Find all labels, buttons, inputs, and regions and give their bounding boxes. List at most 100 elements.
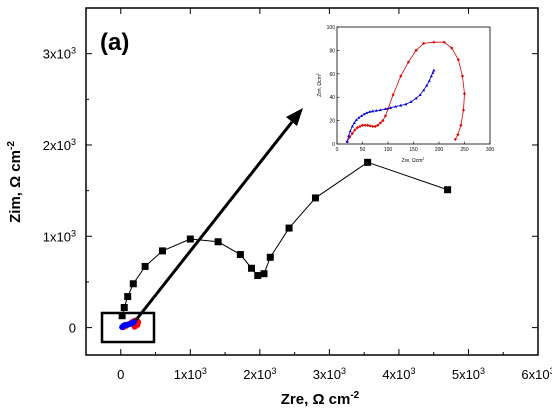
inset-data-point-diamond [355, 126, 359, 130]
inset-data-point-triangle [425, 83, 429, 87]
inset-data-point-triangle [389, 106, 393, 109]
inset-data-point-diamond [456, 58, 460, 62]
inset-series-line [346, 70, 435, 142]
main-small-data-point [130, 318, 137, 325]
x-tick-label: 2x103 [243, 366, 276, 382]
inset-data-point-diamond [383, 114, 388, 118]
y-tick-label: 3x103 [43, 46, 76, 62]
main-data-point [118, 312, 126, 320]
inset-data-point-triangle [352, 121, 356, 125]
inset-data-point-triangle [409, 100, 413, 103]
inset-y-axis-title: Zim, Ωcm2 [316, 73, 323, 97]
inset-data-point-triangle [404, 102, 408, 106]
inset-data-point-triangle [383, 107, 387, 110]
inset-x-tick-label: 100 [384, 147, 393, 153]
y-tick-label: 2x103 [43, 137, 76, 153]
inset-axis-ticks [336, 26, 491, 145]
inset-data-point-diamond [456, 133, 460, 137]
inset-data-point-triangle [368, 110, 372, 113]
inset-tick-labels: 0 50 100 150 200 250 300 0 20 40 60 80 100 [327, 25, 495, 153]
x-tick-label: 5x103 [452, 366, 485, 382]
main-data-point [266, 253, 274, 261]
inset-data-point-diamond [399, 74, 403, 78]
inset-y-tick-label: 100 [327, 25, 336, 31]
inset-data-point-diamond [453, 137, 457, 141]
main-data-point [285, 224, 293, 232]
inset-data-point-diamond [360, 123, 365, 127]
inset-data-point-diamond [353, 128, 357, 132]
inset-data-point-triangle [347, 134, 351, 137]
inset-data-point-triangle [348, 129, 352, 133]
inset-x-axis-title: Zre, Ωcm2 [402, 157, 425, 164]
main-data-point [236, 251, 244, 259]
inset-data-point-diamond [462, 92, 467, 96]
inset-y-tick-label: 0 [332, 142, 335, 148]
main-axis-ticks [86, 8, 539, 355]
main-plot-frame [85, 7, 539, 356]
zoom-arrow-head [286, 108, 303, 126]
inset-y-tick-label: 20 [329, 119, 335, 125]
main-data-point [364, 158, 372, 166]
inset-series-group [345, 40, 467, 144]
inset-data-point-triangle [394, 104, 398, 108]
inset-data-point-diamond [406, 60, 410, 64]
inset-data-point-triangle [431, 70, 435, 74]
main-data-point [260, 270, 268, 278]
inset-x-tick-label: 300 [486, 147, 495, 153]
inset-data-point-triangle [414, 96, 418, 100]
main-series-group [118, 158, 452, 331]
inset-data-point-triangle [422, 88, 426, 92]
inset-data-point-triangle [362, 112, 366, 116]
inset-x-tick-label: 0 [336, 147, 339, 153]
main-data-point [248, 264, 256, 272]
main-data-point [214, 238, 222, 246]
inset-data-point-triangle [378, 108, 382, 112]
main-data-point [129, 280, 137, 288]
inset-data-point-triangle [399, 103, 403, 107]
inset-data-point-diamond [442, 40, 446, 44]
zoom-region-box [100, 311, 156, 344]
inset-data-point-diamond [459, 123, 463, 127]
y-axis-title: Zim, Ω cm-2 [6, 141, 24, 223]
x-tick-label: 3x103 [313, 366, 346, 382]
inset-x-tick-label: 250 [460, 147, 469, 153]
main-data-point [141, 262, 149, 270]
x-axis-title: Zre, Ω cm-2 [281, 390, 360, 408]
main-tick-labels: 0 1x103 2x103 3x103 4x103 5x103 6x103 0 1x103 2x1… [43, 46, 552, 382]
x-tick-label: 4x103 [382, 366, 415, 382]
inset-data-point-diamond [363, 123, 367, 127]
main-data-point [254, 272, 262, 280]
y-tick-label: 0 [69, 321, 76, 336]
panel-label: (a) [100, 29, 129, 56]
inset-data-point-triangle [354, 118, 358, 122]
main-data-point [158, 247, 166, 255]
inset-data-point-triangle [371, 109, 375, 113]
inset-data-point-diamond [414, 48, 418, 52]
inset-data-point-triangle [357, 115, 361, 119]
inset-x-tick-label: 200 [435, 147, 444, 153]
inset-data-point-triangle [418, 93, 422, 96]
inset-data-point-diamond [376, 123, 380, 127]
inset-data-point-triangle [429, 74, 433, 78]
inset-data-point-triangle [345, 139, 349, 143]
main-data-point [186, 235, 194, 243]
inset-data-point-triangle [365, 111, 369, 115]
x-tick-label: 6x103 [521, 366, 552, 382]
inset-y-tick-label: 40 [329, 95, 335, 101]
main-data-point [444, 186, 452, 194]
inset-x-tick-label: 150 [409, 147, 418, 153]
inset-data-point-diamond [350, 131, 354, 136]
inset-x-tick-label: 50 [360, 147, 366, 153]
inset-data-point-diamond [368, 124, 372, 128]
inset-data-point-triangle [350, 124, 354, 128]
inset-data-point-triangle [359, 114, 363, 118]
main-data-point [311, 194, 319, 202]
inset-data-point-diamond [450, 46, 454, 50]
y-tick-label: 1x103 [43, 228, 76, 244]
inset-data-point-diamond [422, 41, 426, 45]
inset-data-point-triangle [427, 79, 431, 82]
inset-data-point-diamond [378, 121, 382, 125]
inset-data-point-triangle [432, 68, 436, 72]
x-tick-label: 1x103 [174, 366, 207, 382]
